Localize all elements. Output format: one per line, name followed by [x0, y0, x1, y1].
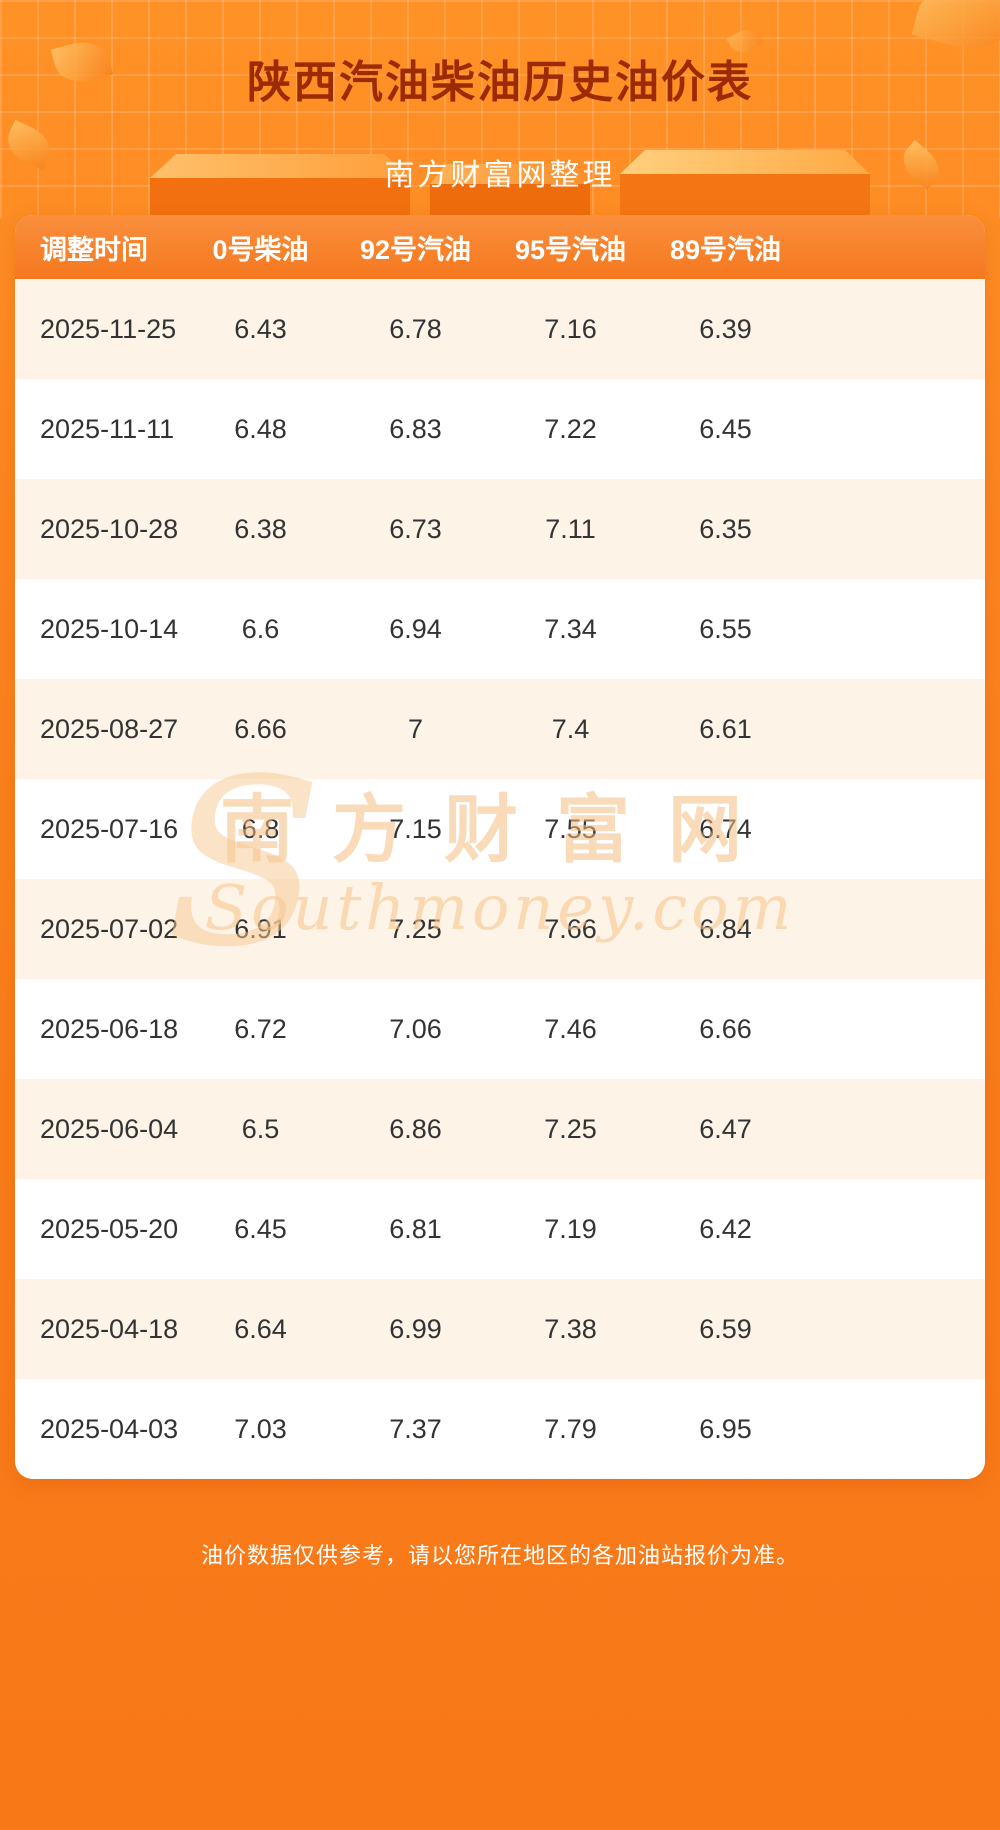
table-row: 2025-05-20 6.45 6.81 7.19 6.42	[15, 1179, 985, 1279]
table-row: 2025-06-18 6.72 7.06 7.46 6.66	[15, 979, 985, 1079]
table-header-row: 调整时间 0号柴油 92号汽油 95号汽油 89号汽油	[15, 215, 985, 279]
date-cell: 2025-04-18	[40, 1313, 179, 1344]
price-cell: 7.55	[544, 813, 597, 844]
table-row: 2025-10-28 6.38 6.73 7.11 6.35	[15, 479, 985, 579]
price-cell: 7.06	[389, 1013, 442, 1044]
date-cell: 2025-06-04	[40, 1113, 179, 1144]
price-cell: 6.48	[234, 413, 287, 444]
date-cell: 2025-07-02	[40, 913, 179, 944]
price-cell: 6.78	[389, 313, 442, 344]
table-row: 2025-10-14 6.6 6.94 7.34 6.55	[15, 579, 985, 679]
price-cell: 7	[407, 713, 424, 744]
column-header: 89号汽油	[669, 234, 782, 265]
price-cell: 7.19	[544, 1213, 597, 1244]
page-title: 陕西汽油柴油历史油价表	[247, 58, 753, 107]
table-body: 2025-11-25 6.43 6.78 7.16 6.39 2025-11-11 6.48…	[15, 279, 985, 1479]
price-cell: 7.25	[544, 1113, 597, 1144]
date-cell: 2025-04-03	[40, 1413, 179, 1444]
date-cell: 2025-06-18	[40, 1013, 179, 1044]
price-cell: 7.15	[389, 813, 442, 844]
price-cell: 7.11	[545, 513, 596, 544]
price-cell: 6.35	[699, 513, 752, 544]
table-row: 2025-04-18 6.64 6.99 7.38 6.59	[15, 1279, 985, 1379]
column-header: 92号汽油	[359, 234, 472, 265]
table-row: 2025-07-02 6.91 7.25 7.66 6.84	[15, 879, 985, 979]
table-row: 2025-06-04 6.5 6.86 7.25 6.47	[15, 1079, 985, 1179]
price-cell: 6.8	[241, 813, 280, 844]
table-row: 2025-04-03 7.03 7.37 7.79 6.95	[15, 1379, 985, 1479]
table-row: 2025-07-16 6.8 7.15 7.55 6.74	[15, 779, 985, 879]
price-cell: 6.72	[234, 1013, 287, 1044]
price-cell: 6.74	[699, 813, 752, 844]
date-cell: 2025-10-28	[40, 513, 179, 544]
date-cell: 2025-08-27	[40, 713, 179, 744]
table-row: 2025-11-11 6.48 6.83 7.22 6.45	[15, 379, 985, 479]
price-cell: 7.4	[551, 713, 590, 744]
footer-note: 油价数据仅供参考，请以您所在地区的各加油站报价为准。	[200, 1543, 799, 1568]
price-cell: 7.37	[389, 1413, 442, 1444]
date-cell: 2025-11-25	[40, 313, 177, 344]
column-header: 0号柴油	[212, 234, 309, 265]
price-cell: 7.66	[544, 913, 597, 944]
podium-block	[430, 164, 590, 218]
price-cell: 6.94	[389, 613, 442, 644]
price-cell: 6.39	[699, 313, 752, 344]
price-cell: 6.42	[699, 1213, 752, 1244]
price-cell: 6.59	[699, 1313, 752, 1344]
price-cell: 6.91	[234, 913, 287, 944]
price-cell: 6.95	[699, 1413, 752, 1444]
podium-block	[620, 150, 870, 218]
price-cell: 7.79	[544, 1413, 597, 1444]
date-cell: 2025-11-11	[40, 413, 175, 444]
price-cell: 6.45	[234, 1213, 287, 1244]
price-cell: 7.38	[544, 1313, 597, 1344]
price-cell: 7.03	[234, 1413, 287, 1444]
price-cell: 7.16	[544, 313, 597, 344]
price-cell: 6.84	[699, 913, 752, 944]
price-cell: 6.5	[241, 1113, 280, 1144]
price-cell: 6.99	[389, 1313, 442, 1344]
price-cell: 6.81	[389, 1213, 442, 1244]
podium-block	[150, 154, 410, 218]
price-cell: 6.61	[699, 713, 752, 744]
podium-decoration	[0, 150, 1000, 218]
price-cell: 6.43	[234, 313, 287, 344]
price-cell: 7.34	[544, 613, 597, 644]
date-cell: 2025-10-14	[40, 613, 179, 644]
column-header: 95号汽油	[514, 234, 627, 265]
page-subtitle: 南方财富网整理	[384, 159, 616, 192]
date-cell: 2025-07-16	[40, 813, 179, 844]
price-cell: 6.6	[241, 613, 280, 644]
price-cell: 6.86	[389, 1113, 442, 1144]
price-cell: 6.73	[389, 513, 442, 544]
price-cell: 6.66	[234, 713, 287, 744]
price-cell: 6.83	[389, 413, 442, 444]
price-cell: 7.22	[544, 413, 597, 444]
price-table: 调整时间 0号柴油 92号汽油 95号汽油 89号汽油 2025-11-25 6.43 6.…	[15, 215, 985, 1479]
price-cell: 6.66	[699, 1013, 752, 1044]
price-cell: 6.55	[699, 613, 752, 644]
price-cell: 6.45	[699, 413, 752, 444]
price-cell: 7.25	[389, 913, 442, 944]
table-row: 2025-08-27 6.66 7 7.4 6.61	[15, 679, 985, 779]
price-cell: 6.47	[699, 1113, 752, 1144]
price-cell: 6.64	[234, 1313, 287, 1344]
date-cell: 2025-05-20	[40, 1213, 179, 1244]
column-header: 调整时间	[40, 234, 148, 265]
table-row: 2025-11-25 6.43 6.78 7.16 6.39	[15, 279, 985, 379]
price-cell: 7.46	[544, 1013, 597, 1044]
price-cell: 6.38	[234, 513, 287, 544]
